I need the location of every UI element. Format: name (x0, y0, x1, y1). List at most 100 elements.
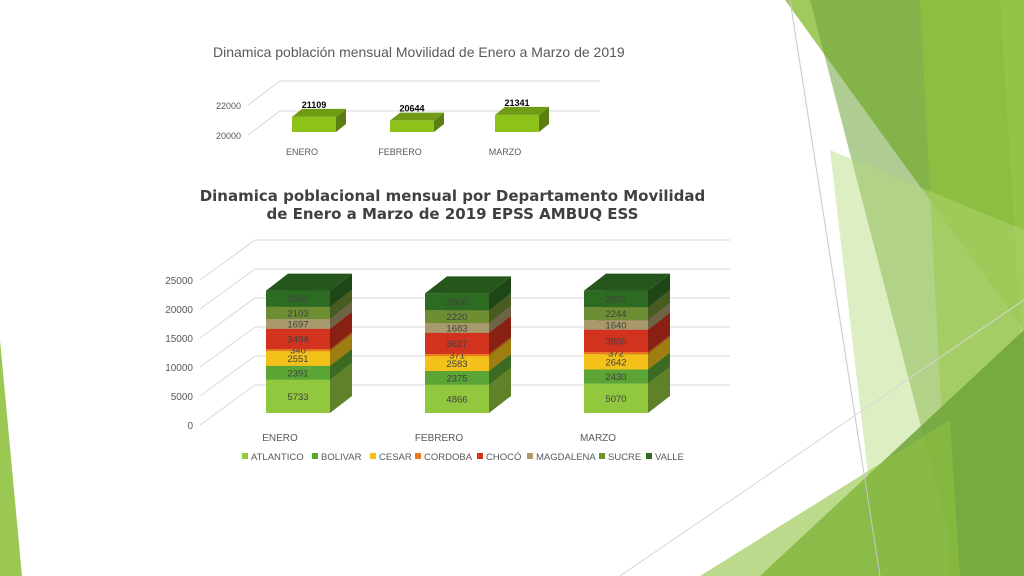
stack-segment-bolivar (584, 369, 648, 384)
legend-swatch-valle (646, 453, 652, 459)
stack-segment-valle (425, 293, 489, 311)
stack-value-label: 4866 (446, 394, 467, 405)
stack-segment-magdalena (584, 320, 648, 330)
stack-segment-cordoba (584, 352, 648, 355)
stack-segment-sucre-side (330, 289, 352, 320)
main-x-tick: ENERO (262, 433, 298, 444)
main-grid-diag (199, 355, 256, 397)
top-bar (390, 120, 434, 132)
stack-segment-magdalena-side (489, 306, 511, 333)
stack-segment-sucre-side (648, 290, 670, 321)
main-grid-diag (199, 268, 256, 310)
main-grid-diag (199, 297, 256, 339)
stack-segment-chocó (425, 332, 489, 354)
stack-segment-atlantico (584, 383, 648, 413)
legend-swatch-chocó (477, 453, 483, 459)
top-bar-value: 21109 (302, 100, 327, 110)
stack-segment-valle-top (425, 276, 511, 294)
stack-segment-sucre (584, 307, 648, 321)
stack-segment-valle-side (648, 273, 670, 308)
top-y-tick: 20000 (216, 131, 241, 141)
legend-label-magdalena: MAGDALENA (536, 452, 596, 463)
stack-segment-valle-top (266, 273, 352, 291)
legend-label-bolivar: BOLIVAR (321, 452, 362, 463)
top-bar-value: 21341 (504, 98, 529, 108)
legend-label-cordoba: CORDOBA (424, 452, 473, 463)
legend-swatch-magdalena (527, 453, 533, 459)
top-bar-side (539, 106, 549, 132)
stack-segment-bolivar-side (648, 352, 670, 384)
stack-value-label: 2551 (287, 354, 308, 365)
stack-value-label: 2850 (605, 294, 626, 305)
stack-segment-valle-side (489, 276, 511, 311)
top-grid-diag (247, 110, 281, 136)
stack-segment-sucre (266, 306, 330, 320)
stack-segment-atlantico (266, 379, 330, 413)
stack-segment-magdalena-side (330, 302, 352, 329)
legend-label-cesar: CESAR (379, 452, 412, 463)
stack-segment-cesar (425, 356, 489, 372)
stack-segment-atlantico-side (648, 366, 670, 413)
legend-label-atlantico: ATLANTICO (251, 452, 304, 463)
stack-segment-atlantico-side (330, 362, 352, 413)
stack-segment-bolivar (425, 371, 489, 385)
top-bar (495, 114, 539, 132)
stack-segment-cordoba-side (648, 335, 670, 355)
legend-label-chocó: CHOCÓ (486, 452, 521, 463)
stack-segment-cesar (584, 354, 648, 370)
main-grid-diag (199, 239, 256, 281)
top-x-tick: FEBRERO (378, 147, 422, 157)
stack-segment-bolivar-side (330, 348, 352, 380)
main-x-tick: FEBRERO (415, 433, 464, 444)
stack-value-label: 3494 (287, 334, 308, 345)
stack-segment-valle-top (584, 273, 670, 291)
main-grid-diag (199, 326, 256, 368)
stack-segment-sucre (425, 310, 489, 324)
legend-swatch-atlantico (242, 453, 248, 459)
stack-segment-valle (584, 290, 648, 308)
stack-segment-chocó-side (489, 315, 511, 354)
main-y-tick: 0 (187, 421, 193, 432)
stack-value-label: 372 (608, 349, 624, 360)
top-bar-top (495, 106, 549, 115)
stack-segment-cesar-side (330, 334, 352, 366)
legend-label-sucre: SUCRE (608, 452, 641, 463)
stack-value-label: 2103 (287, 308, 308, 319)
stack-value-label: 2800 (287, 294, 308, 305)
stack-value-label: 5733 (287, 392, 308, 403)
stack-segment-magdalena (425, 323, 489, 333)
stack-value-label: 2583 (446, 359, 467, 370)
stack-value-label: 3850 (605, 336, 626, 347)
top-bar (292, 116, 336, 132)
stack-value-label: 1640 (605, 320, 626, 331)
stack-segment-atlantico (425, 384, 489, 413)
stack-segment-valle-side (330, 273, 352, 307)
top-chart-title: Dinamica población mensual Movilidad de … (213, 44, 625, 60)
stack-segment-bolivar-side (489, 354, 511, 385)
top-bar-side (434, 112, 444, 132)
stack-segment-chocó (266, 328, 330, 350)
stack-segment-chocó-side (648, 312, 670, 353)
stack-segment-cordoba-side (330, 332, 352, 352)
stack-segment-sucre-side (489, 293, 511, 324)
main-grid-diag (199, 384, 256, 426)
top-grid-diag (247, 80, 281, 106)
stack-segment-cesar-side (648, 337, 670, 370)
top-bar-top (292, 108, 346, 117)
stack-value-label: 371 (449, 350, 465, 361)
stack-segment-atlantico-side (489, 367, 511, 413)
stack-value-label: 1683 (446, 323, 467, 334)
stack-value-label: 3627 (446, 339, 467, 350)
stack-segment-cordoba (266, 349, 330, 352)
stack-segment-valle (266, 290, 330, 307)
stack-segment-cesar (266, 351, 330, 366)
legend-label-valle: VALLE (655, 452, 684, 463)
main-chart-title: Dinamica poblacional mensual por Departa… (199, 187, 706, 223)
top-x-tick: MARZO (489, 147, 522, 157)
legend-swatch-cesar (370, 453, 376, 459)
stack-segment-bolivar (266, 365, 330, 380)
stack-value-label: 1697 (287, 319, 308, 330)
